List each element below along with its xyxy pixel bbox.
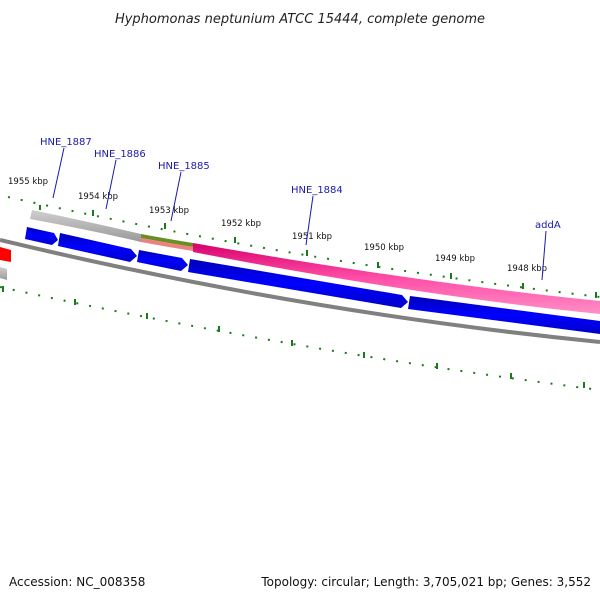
- leader-line: [52, 147, 65, 199]
- salmon-feature[interactable]: [141, 238, 193, 251]
- gene-labels: HNE_1887 HNE_1886 HNE_1885 HNE_1884 addA: [40, 137, 561, 281]
- tick-label: 1953 kbp: [149, 206, 189, 216]
- gene-track: [0, 210, 600, 314]
- outer-tick-ring: [7, 196, 600, 298]
- pink-feature[interactable]: [193, 243, 600, 314]
- gene-label-hne-1884[interactable]: HNE_1884: [291, 185, 343, 196]
- red-feature[interactable]: [0, 247, 11, 262]
- genome-summary-text: Topology: circular; Length: 3,705,021 bp…: [260, 575, 591, 589]
- cds-arrow[interactable]: [58, 233, 137, 262]
- leader-line: [170, 171, 182, 222]
- leader-line: [105, 159, 117, 210]
- gene-label-hne-1887[interactable]: HNE_1887: [40, 137, 92, 148]
- grey-stub-feature: [0, 267, 7, 280]
- inner-tick-ring: [0, 286, 600, 391]
- tick-label: 1955 kbp: [8, 177, 48, 187]
- accession-text: Accession: NC_008358: [9, 575, 145, 589]
- cds-arrow[interactable]: [188, 259, 408, 308]
- cds-arrow[interactable]: [25, 227, 58, 245]
- genome-backbone: [0, 238, 600, 344]
- olive-feature[interactable]: [141, 234, 193, 247]
- leader-line: [305, 195, 314, 246]
- map-title: Hyphomonas neptunium ATCC 15444, complet…: [115, 12, 485, 27]
- tick-label: 1948 kbp: [507, 264, 547, 274]
- gene-label-hne-1885[interactable]: HNE_1885: [158, 161, 210, 172]
- tick-label: 1952 kbp: [221, 219, 261, 229]
- cds-track: [25, 227, 600, 334]
- tick-label: 1951 kbp: [292, 232, 332, 242]
- grey-feature[interactable]: [30, 210, 141, 242]
- tick-label: 1949 kbp: [435, 254, 475, 264]
- leader-line: [541, 230, 547, 281]
- tick-label: 1954 kbp: [78, 192, 118, 202]
- gene-label-hne-1886[interactable]: HNE_1886: [94, 149, 146, 160]
- cds-arrow[interactable]: [137, 250, 188, 271]
- gene-label-adda[interactable]: addA: [535, 220, 561, 231]
- cds-arrow[interactable]: [408, 296, 600, 334]
- tick-label: 1950 kbp: [364, 243, 404, 253]
- tick-labels: 1955 kbp 1954 kbp 1953 kbp 1952 kbp 1951…: [8, 177, 547, 274]
